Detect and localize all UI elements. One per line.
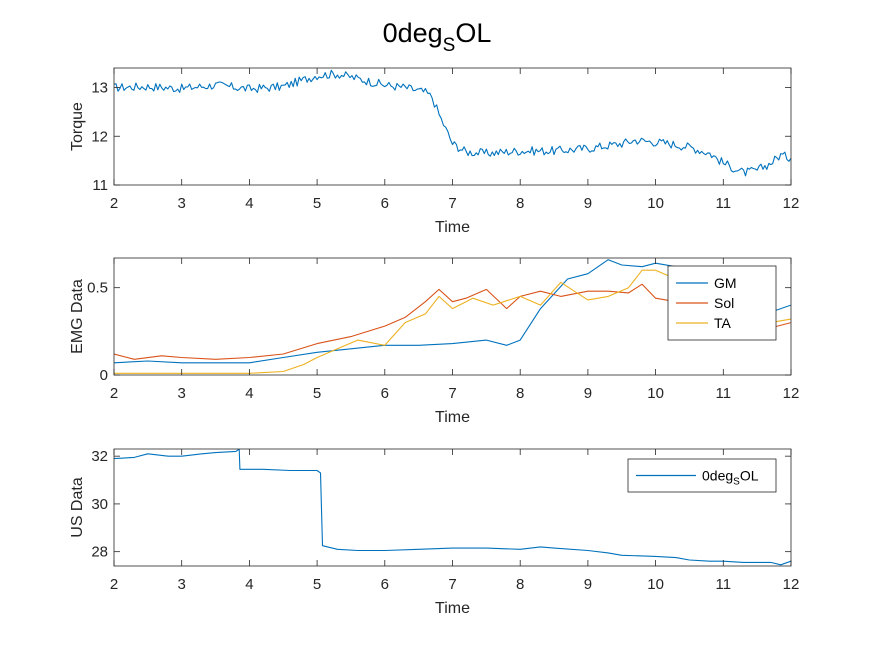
x-tick-label: 2 xyxy=(110,576,118,593)
x-tick-label: 7 xyxy=(448,195,456,212)
y-tick-label: 30 xyxy=(91,496,108,513)
x-tick-label: 11 xyxy=(716,385,732,402)
x-tick-label: 5 xyxy=(313,195,321,212)
y-axis-label: Torque xyxy=(69,102,86,151)
x-tick-label: 6 xyxy=(381,385,389,402)
x-tick-label: 10 xyxy=(647,385,664,402)
x-tick-label: 3 xyxy=(178,195,186,212)
legend-entry: Sol xyxy=(714,295,734,311)
series-line-data xyxy=(114,69,791,177)
series-group xyxy=(114,69,791,177)
figure-title: 0degSOL xyxy=(383,18,492,56)
figure-title-tail: OL xyxy=(455,18,491,48)
x-tick-label: 5 xyxy=(313,576,321,593)
axes-2: 2 3 4 5 6 7 8 9 10 11 12 0 0.5 Time EMG Data GM Sol TA xyxy=(69,257,800,426)
y-tick-label: 0 xyxy=(100,367,108,384)
x-tick-label: 3 xyxy=(178,385,186,402)
y-tick-label: 0.5 xyxy=(87,280,108,297)
legend: 0degSOL xyxy=(627,458,777,493)
x-tick-label: 12 xyxy=(783,576,800,593)
x-tick-label: 12 xyxy=(783,195,800,212)
x-tick-label: 4 xyxy=(245,576,253,593)
y-tick-label: 28 xyxy=(91,544,108,561)
x-tick-label: 12 xyxy=(783,385,800,402)
x-axis-label: Time xyxy=(435,600,470,617)
x-tick-label: 4 xyxy=(245,385,253,402)
x-tick-label: 3 xyxy=(178,576,186,593)
legend-entry: 0degSOL xyxy=(702,468,759,488)
legend-entry-subscript: S xyxy=(733,477,740,488)
x-tick-label: 9 xyxy=(584,385,592,402)
series-group xyxy=(114,449,791,566)
x-tick-label: 2 xyxy=(110,195,118,212)
x-tick-label: 6 xyxy=(381,195,389,212)
x-tick-label: 9 xyxy=(584,195,592,212)
x-tick-label: 8 xyxy=(516,385,524,402)
x-tick-label: 11 xyxy=(716,576,732,593)
x-tick-label: 2 xyxy=(110,385,118,402)
figure-title-main: 0deg xyxy=(383,18,443,48)
y-tick-label: 11 xyxy=(92,177,108,194)
x-tick-label: 6 xyxy=(381,576,389,593)
y-tick-label: 13 xyxy=(91,80,108,97)
axes-container: 2 3 4 5 6 7 8 9 10 11 12 11 12 13 Time Torque 2 3 4 5 6 7 8 9 10… xyxy=(69,67,800,617)
legend: GM Sol TA xyxy=(667,265,777,341)
plot-area xyxy=(114,68,791,185)
x-tick-label: 9 xyxy=(584,576,592,593)
legend-entry: TA xyxy=(714,315,732,331)
x-tick-label: 5 xyxy=(313,385,321,402)
x-tick-label: 4 xyxy=(245,195,253,212)
x-tick-label: 8 xyxy=(516,195,524,212)
y-axis-label: US Data xyxy=(69,477,86,538)
figure-title-subscript: S xyxy=(443,35,456,56)
series-line-data xyxy=(114,449,791,566)
x-axis-label: Time xyxy=(435,409,470,426)
legend-entry: GM xyxy=(714,275,737,291)
y-tick-label: 12 xyxy=(91,128,108,145)
legend-entry-main: 0deg xyxy=(702,468,733,484)
x-tick-label: 8 xyxy=(516,576,524,593)
axes-1: 2 3 4 5 6 7 8 9 10 11 12 11 12 13 Time Torque xyxy=(69,67,800,236)
axes-3: 2 3 4 5 6 7 8 9 10 11 12 28 30 32 Time US Data 0degSOL xyxy=(69,448,799,617)
x-tick-label: 10 xyxy=(647,195,664,212)
x-axis-label: Time xyxy=(435,219,470,236)
x-tick-label: 7 xyxy=(448,385,456,402)
legend-entry-tail: OL xyxy=(740,468,759,484)
x-tick-label: 7 xyxy=(448,576,456,593)
x-tick-label: 10 xyxy=(647,576,664,593)
x-tick-label: 11 xyxy=(716,195,732,212)
y-axis-label: EMG Data xyxy=(69,279,86,354)
y-tick-label: 32 xyxy=(91,448,108,465)
